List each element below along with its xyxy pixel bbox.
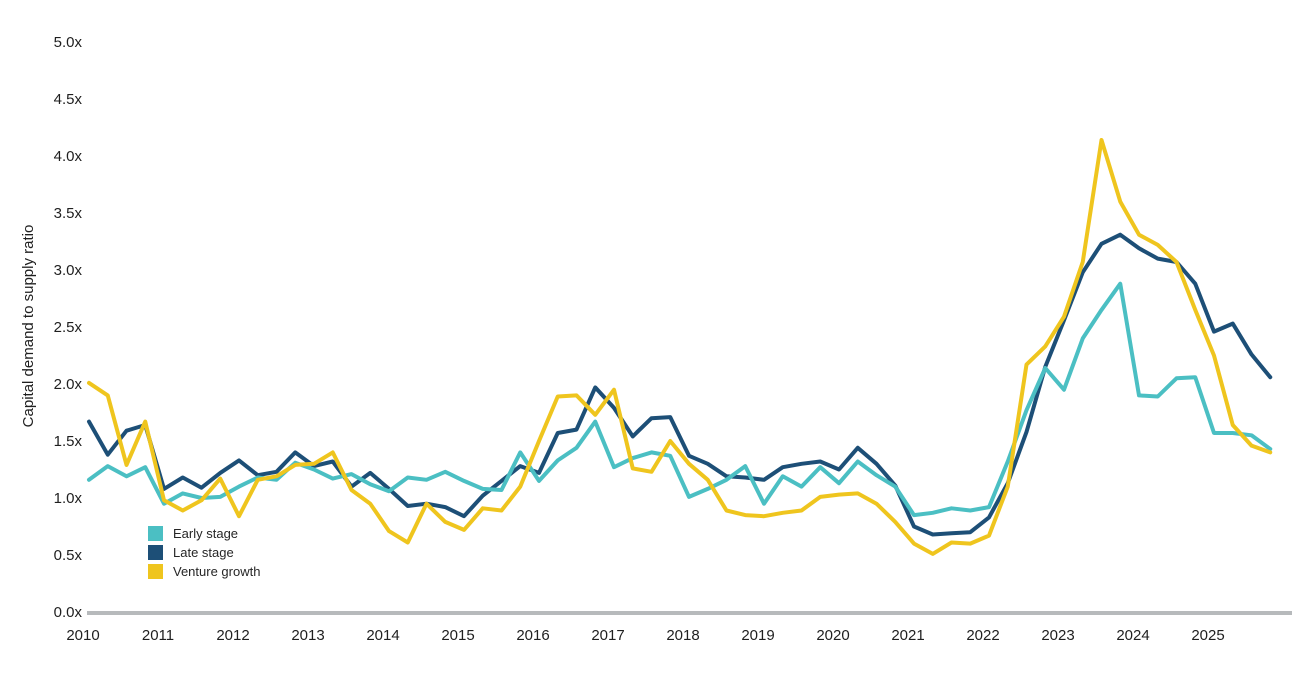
x-tick-label: 2020 (816, 627, 849, 644)
x-tick-label: 2019 (741, 627, 774, 644)
legend-label-late-stage: Late stage (173, 545, 234, 560)
y-tick-label: 0.5x (54, 547, 83, 564)
x-tick-label: 2023 (1041, 627, 1074, 644)
series-line-late-stage (87, 232, 1273, 537)
y-axis-title: Capital demand to supply ratio (20, 225, 37, 428)
series-line-venture-growth (87, 138, 1273, 556)
x-tick-label: 2021 (891, 627, 924, 644)
x-tick-label: 2014 (366, 627, 399, 644)
y-tick-label: 4.5x (54, 91, 83, 108)
y-tick-label: 3.0x (54, 262, 83, 279)
x-tick-label: 2011 (142, 627, 174, 644)
x-tick-label: 2022 (966, 627, 999, 644)
legend-swatch-early-stage (148, 526, 163, 541)
x-tick-label: 2016 (516, 627, 549, 644)
legend-swatch-venture-growth (148, 564, 163, 579)
x-tick-label: 2018 (666, 627, 699, 644)
x-tick-label: 2017 (591, 627, 624, 644)
x-tick-label: 2010 (66, 627, 99, 644)
y-tick-label: 3.5x (54, 205, 83, 222)
x-tick-label: 2013 (291, 627, 324, 644)
x-tick-label: 2025 (1191, 627, 1224, 644)
x-tick-label: 2012 (216, 627, 249, 644)
legend-item-venture-growth: Venture growth (148, 564, 260, 579)
legend-swatch-late-stage (148, 545, 163, 560)
y-tick-label: 4.0x (54, 148, 83, 165)
y-tick-label: 0.0x (54, 604, 83, 621)
series-line-early-stage (87, 281, 1273, 518)
legend: Early stage Late stage Venture growth (148, 526, 260, 579)
y-tick-label: 2.0x (54, 376, 83, 393)
y-tick-label: 2.5x (54, 319, 83, 336)
legend-label-early-stage: Early stage (173, 526, 239, 541)
x-tick-label: 2024 (1116, 627, 1149, 644)
y-tick-label: 1.5x (54, 433, 83, 450)
y-tick-label: 5.0x (54, 34, 83, 51)
y-tick-label: 1.0x (54, 490, 83, 507)
legend-item-early-stage: Early stage (148, 526, 260, 541)
x-tick-label: 2015 (441, 627, 474, 644)
legend-item-late-stage: Late stage (148, 545, 260, 560)
legend-label-venture-growth: Venture growth (173, 564, 261, 579)
